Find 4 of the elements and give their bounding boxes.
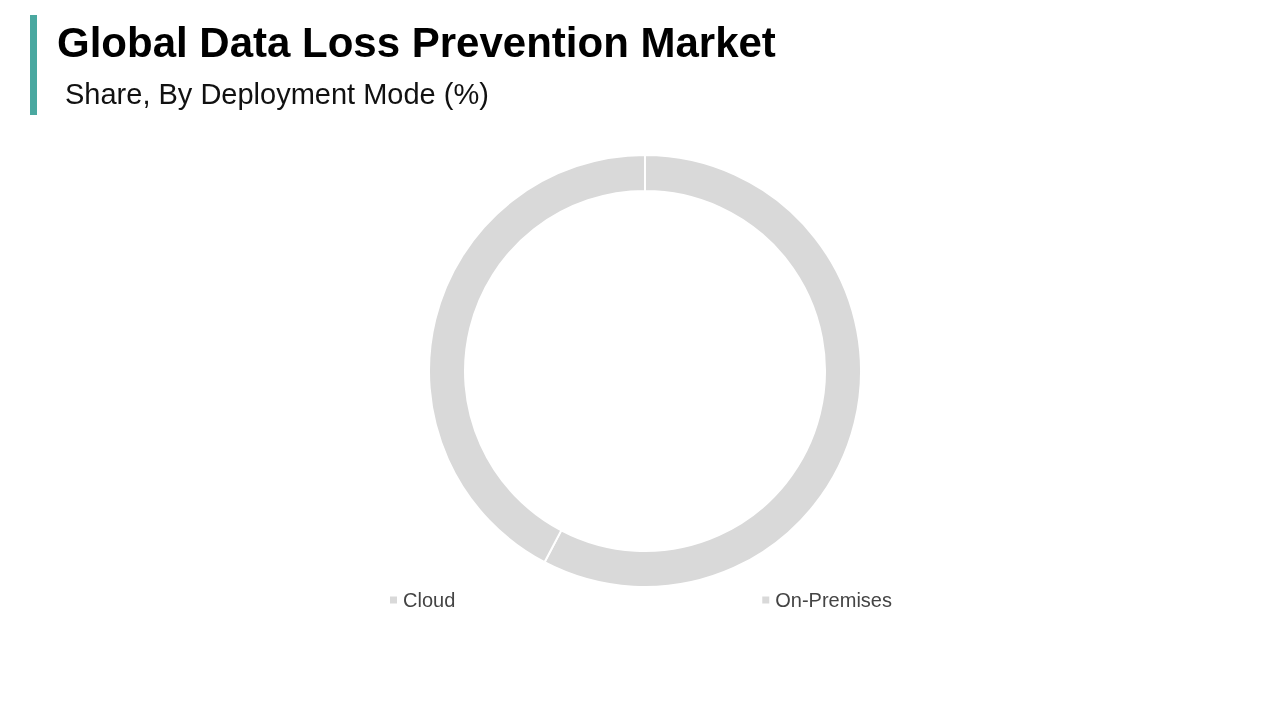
chart-subtitle: Share, By Deployment Mode (%) bbox=[65, 77, 489, 110]
legend-label: On-Premises bbox=[775, 589, 892, 611]
legend-label: Cloud bbox=[403, 589, 456, 611]
chart-title: Global Data Loss Prevention Market bbox=[57, 18, 776, 66]
